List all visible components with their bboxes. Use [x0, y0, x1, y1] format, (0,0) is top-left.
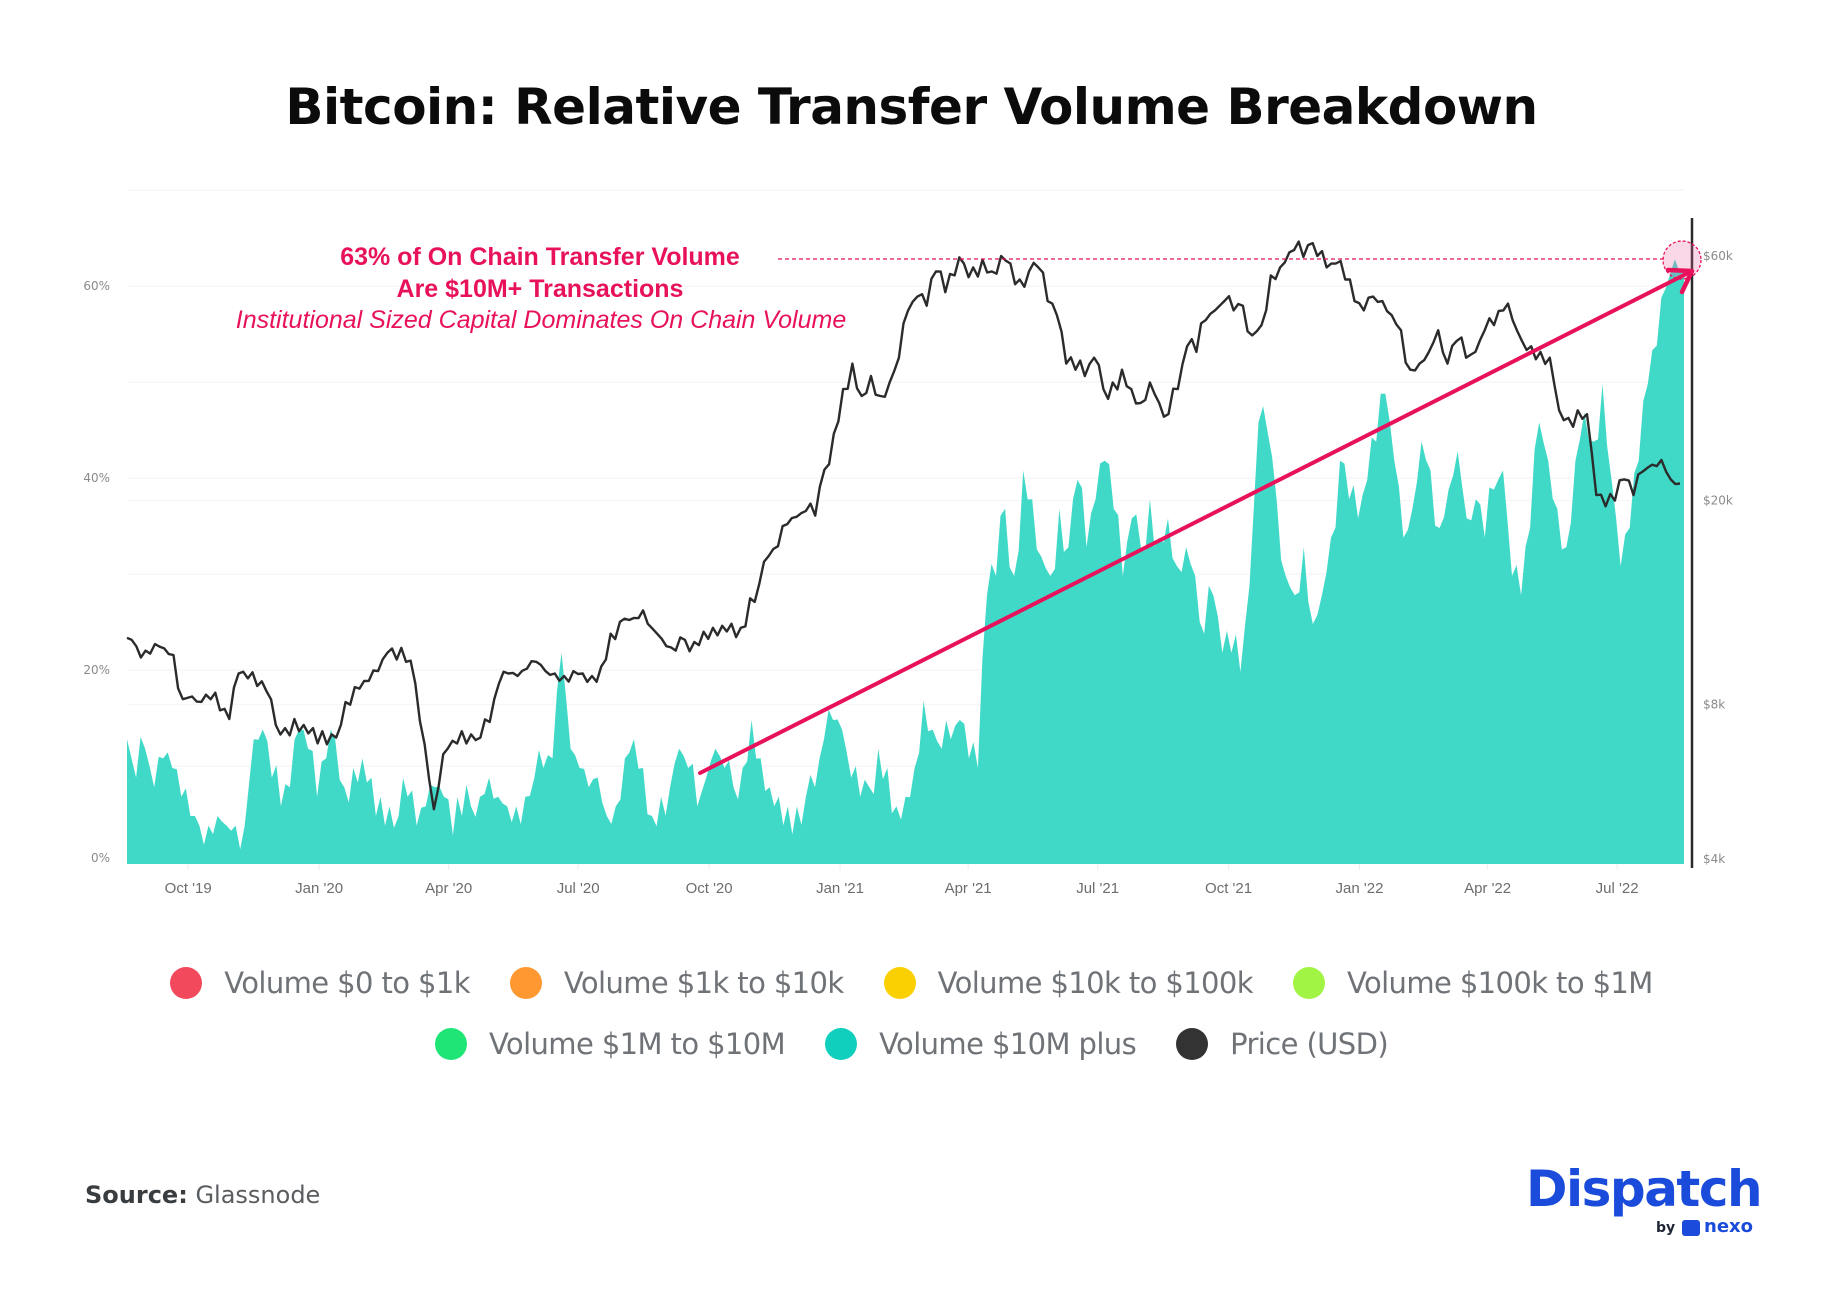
annotation-layer — [698, 240, 1702, 775]
volume-10m-plus-area-layer — [127, 259, 1684, 864]
x-tick-label: Apr '21 — [945, 880, 992, 897]
x-tick-label: Jul '21 — [1076, 880, 1119, 897]
legend-dot-icon — [170, 967, 203, 999]
left-y-axis: 0% 20% 40% 60% — [83, 279, 110, 865]
legend-label: Price (USD) — [1230, 1027, 1389, 1061]
annotation-subtitle: Institutional Sized Capital Dominates On… — [235, 306, 847, 334]
legend-dot-icon — [883, 967, 916, 999]
x-tick-label: Apr '22 — [1464, 880, 1511, 897]
y-right-tick-label: $4k — [1703, 852, 1725, 866]
legend-item-volume-10m-plus[interactable]: Volume $10M plus — [825, 1027, 1137, 1061]
logo-by-text: by — [1656, 1220, 1676, 1236]
y-left-tick-label: 40% — [83, 471, 110, 485]
x-tick-label: Oct '21 — [1205, 880, 1252, 897]
legend-label: Volume $0 to $1k — [224, 966, 470, 1000]
logo-brand-text: nexo — [1704, 1216, 1753, 1237]
x-tick-label: Jul '20 — [557, 880, 600, 897]
y-left-tick-label: 20% — [83, 663, 110, 677]
trend-arrow-head-icon — [1665, 267, 1695, 295]
x-tick-label: Jan '22 — [1336, 880, 1384, 897]
nexo-icon — [1682, 1220, 1700, 1236]
annotation-headline-1: 63% of On Chain Transfer Volume — [340, 243, 740, 271]
logo-wordmark: Dispatch — [1526, 1160, 1763, 1218]
legend-item-volume-0-1k[interactable]: Volume $0 to $1k — [170, 966, 471, 1000]
legend-dot-icon — [825, 1028, 858, 1060]
chart-plot: 0% 20% 40% 60% $4k $8k $20k $60k Oct '19 Jan '2… — [83, 189, 1733, 897]
y-right-tick-label: $20k — [1703, 494, 1733, 508]
source-label: Source: — [85, 1181, 188, 1209]
x-tick-label: Jul '22 — [1596, 880, 1639, 897]
legend-dot-icon — [434, 1028, 467, 1060]
price-line — [126, 240, 1681, 811]
legend-label: Volume $10M plus — [879, 1027, 1137, 1061]
source-value: Glassnode — [195, 1181, 321, 1209]
legend-dot-icon — [1292, 967, 1325, 999]
chart-title: Bitcoin: Relative Transfer Volume Breakd… — [285, 78, 1538, 136]
highlight-circle — [1662, 240, 1702, 280]
dispatch-logo: Dispatch by nexo — [1526, 1160, 1763, 1242]
legend-item-volume-10k-100k[interactable]: Volume $10k to $100k — [883, 966, 1254, 1000]
legend-label: Volume $10k to $100k — [937, 966, 1254, 1000]
x-tick-label: Oct '20 — [686, 880, 733, 897]
y-right-tick-label: $8k — [1703, 698, 1725, 712]
legend-item-volume-1m-10m[interactable]: Volume $1M to $10M — [434, 1027, 786, 1061]
price-line-layer — [126, 240, 1681, 811]
legend-row-1: Volume $0 to $1k Volume $1k to $10k Volu… — [0, 966, 1823, 1000]
legend-dot-icon — [1176, 1028, 1209, 1060]
legend-label: Volume $100k to $1M — [1346, 966, 1653, 1000]
x-tick-label: Apr '20 — [425, 880, 472, 897]
x-tick-label: Jan '20 — [295, 880, 343, 897]
legend-label: Volume $1k to $10k — [563, 966, 844, 1000]
legend-row-2: Volume $1M to $10M Volume $10M plus Pric… — [0, 1027, 1823, 1061]
legend-item-volume-1k-10k[interactable]: Volume $1k to $10k — [509, 966, 844, 1000]
legend-item-volume-100k-1m[interactable]: Volume $100k to $1M — [1292, 966, 1653, 1000]
y-left-tick-label: 60% — [83, 279, 110, 293]
x-tick-label: Oct '19 — [165, 880, 212, 897]
y-right-tick-label: $60k — [1703, 249, 1733, 263]
right-y-axis: $4k $8k $20k $60k — [1690, 218, 1733, 868]
x-axis: Oct '19 Jan '20 Apr '20 Jul '20 Oct '20 Jan '… — [165, 864, 1639, 897]
source-credit: Source: Glassnode — [85, 1181, 320, 1209]
x-tick-label: Jan '21 — [816, 880, 864, 897]
trend-arrow-line — [698, 270, 1692, 775]
volume-10m-plus-area — [127, 259, 1684, 864]
legend-dot-icon — [509, 967, 542, 999]
legend-label: Volume $1M to $10M — [488, 1027, 786, 1061]
annotation-headline-2: Are $10M+ Transactions — [396, 275, 684, 303]
legend-item-price-usd[interactable]: Price (USD) — [1176, 1027, 1389, 1061]
y-left-tick-label: 0% — [91, 851, 110, 865]
